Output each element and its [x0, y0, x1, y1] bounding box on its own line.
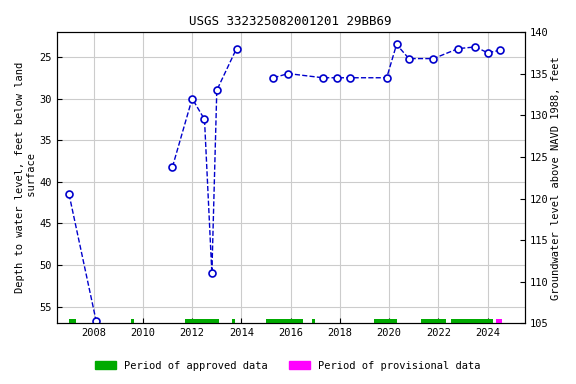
Bar — [266, 319, 303, 324]
Bar — [232, 319, 235, 324]
Bar — [374, 319, 396, 324]
Bar — [131, 319, 134, 324]
Legend: Period of approved data, Period of provisional data: Period of approved data, Period of provi… — [91, 357, 485, 375]
Bar — [69, 319, 77, 324]
Bar — [497, 319, 502, 324]
Bar — [451, 319, 492, 324]
Bar — [421, 319, 446, 324]
Y-axis label: Depth to water level, feet below land
 surface: Depth to water level, feet below land su… — [15, 62, 37, 293]
Title: USGS 332325082001201 29BB69: USGS 332325082001201 29BB69 — [190, 15, 392, 28]
Bar — [185, 319, 219, 324]
Bar — [312, 319, 315, 324]
Y-axis label: Groundwater level above NAVD 1988, feet: Groundwater level above NAVD 1988, feet — [551, 56, 561, 300]
